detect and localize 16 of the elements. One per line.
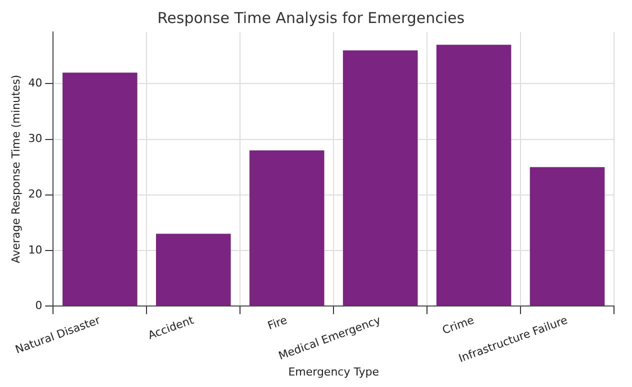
y-tick-label: 30	[28, 132, 42, 146]
bar	[156, 234, 231, 306]
bar	[530, 167, 605, 306]
y-tick-label: 0	[35, 298, 42, 312]
bar	[436, 44, 512, 306]
y-axis-title: Average Response Time (minutes)	[9, 74, 22, 264]
x-tick-label: Crime	[440, 313, 476, 337]
y-tick-label: 20	[28, 188, 42, 201]
x-tick-label: Fire	[266, 313, 290, 332]
bar	[342, 50, 418, 306]
bar	[62, 72, 138, 306]
y-tick-label: 10	[28, 243, 42, 256]
y-tick-label: 40	[28, 76, 42, 90]
x-axis-title: Emergency Type	[288, 365, 380, 378]
chart-title: Response Time Analysis for Emergencies	[157, 8, 465, 27]
bar	[249, 150, 324, 306]
